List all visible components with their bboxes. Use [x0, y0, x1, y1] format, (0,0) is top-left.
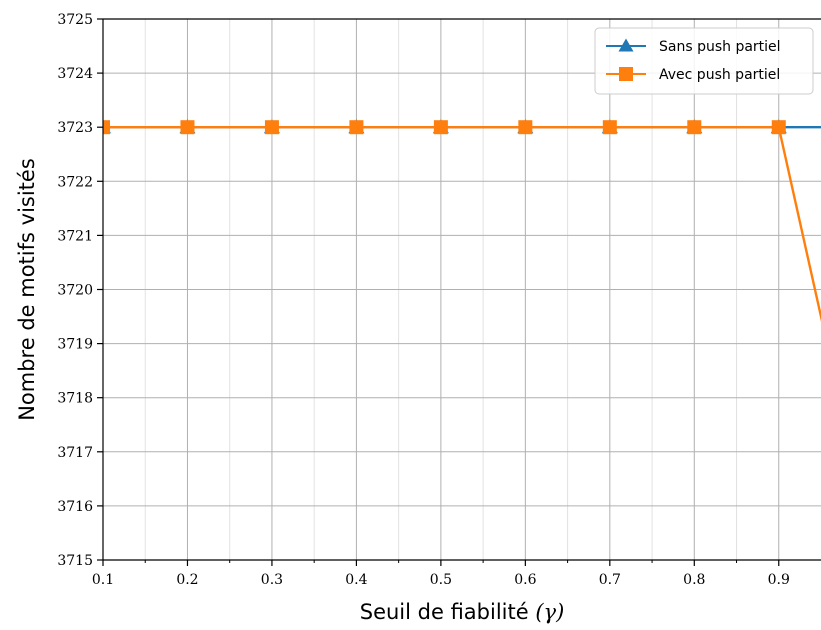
x-tick-label: 0.9	[768, 572, 790, 588]
y-ticks: 3715 3716 3717 3718 3719 3720 3721 3722 3723 3724…	[57, 12, 103, 569]
y-tick-label: 3722	[57, 174, 93, 190]
data-point-avec-push-partiel	[771, 120, 786, 135]
data-point-avec-push-partiel	[103, 120, 110, 135]
y-tick-label: 3717	[57, 445, 93, 461]
y-tick-label: 3724	[57, 66, 93, 82]
y-tick-label: 3725	[57, 12, 93, 28]
x-tick-label: 0.3	[261, 572, 283, 588]
legend-box	[594, 27, 814, 95]
data-point-avec-push-partiel	[687, 120, 702, 135]
y-tick-label: 3718	[57, 391, 93, 407]
legend-marker-sans-push	[618, 38, 634, 52]
legend-marker-avec-push	[619, 67, 633, 81]
x-ticks: 0.1 0.2 0.3 0.4 0.5 0.6 0.7 0.8 0.9	[92, 560, 790, 588]
y-tick-label: 3720	[57, 283, 93, 299]
x-tick-label: 0.7	[599, 572, 621, 588]
series-line-avec-push-partiel	[103, 126, 821, 323]
x-tick-label: 0.2	[176, 572, 198, 588]
legend: Sans push partiel Avec push partiel	[594, 27, 814, 95]
x-axis-title-main: Seuil de fiabilité	[360, 600, 536, 624]
x-axis-title-symbol: (γ)	[535, 600, 564, 624]
legend-label-sans-push: Sans push partiel	[659, 39, 781, 55]
x-tick-label: 0.6	[514, 572, 536, 588]
y-tick-label: 3716	[57, 499, 93, 515]
y-tick-label: 3715	[57, 553, 93, 569]
data-point-avec-push-partiel	[349, 120, 364, 135]
y-tick-label: 3721	[57, 228, 93, 244]
x-tick-label: 0.8	[683, 572, 705, 588]
series-layer	[103, 119, 821, 323]
legend-label-avec-push: Avec push partiel	[659, 67, 780, 83]
x-tick-label: 0.5	[430, 572, 452, 588]
y-tick-label: 3719	[57, 337, 93, 353]
x-tick-label: 0.1	[92, 572, 114, 588]
data-point-avec-push-partiel	[264, 120, 279, 135]
data-point-avec-push-partiel	[602, 120, 617, 135]
y-axis-title: Nombre de motifs visités	[15, 158, 39, 421]
data-point-avec-push-partiel	[518, 120, 533, 135]
data-point-avec-push-partiel	[180, 120, 195, 135]
y-tick-label: 3723	[57, 120, 93, 136]
x-axis-title: Seuil de fiabilité (γ)	[360, 600, 565, 624]
x-tick-label: 0.4	[345, 572, 367, 588]
data-point-avec-push-partiel	[433, 120, 448, 135]
